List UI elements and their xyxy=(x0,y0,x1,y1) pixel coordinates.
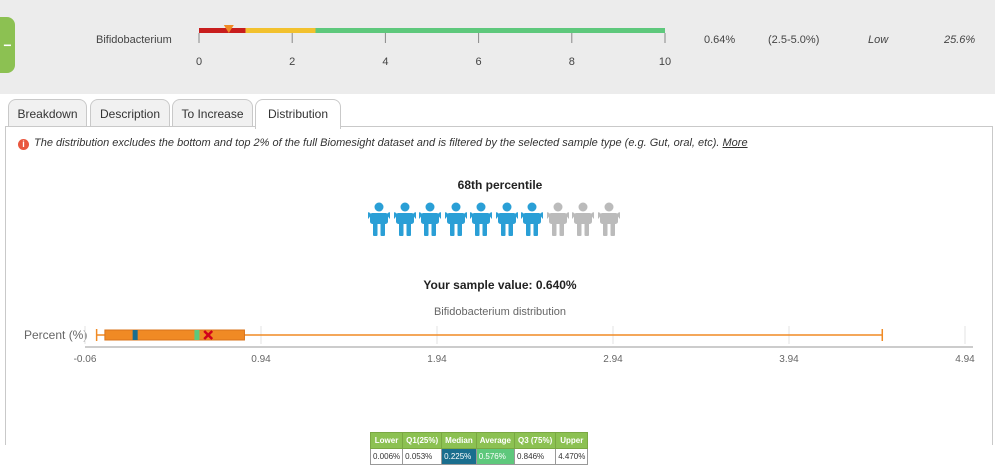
scale-tick-label-5: 10 xyxy=(659,56,671,68)
stats-header-row: Lower Q1(25%) Median Average Q3 (75%) Up… xyxy=(369,432,589,449)
stats-header-upper: Upper xyxy=(555,432,589,449)
stats-value-row: 0.006% 0.053% 0.225% 0.576% 0.846% 4.470… xyxy=(369,448,589,465)
more-link[interactable]: More xyxy=(722,137,748,149)
stats-upper: 4.470% xyxy=(555,448,589,465)
person-icon xyxy=(416,202,444,241)
stats-header-q3: Q3 (75%) xyxy=(513,432,557,449)
x-tick-label-5: 4.94 xyxy=(955,354,975,365)
scale-tick-label-0: 0 xyxy=(196,56,202,68)
stats-table: Lower Q1(25%) Median Average Q3 (75%) Up… xyxy=(369,432,589,465)
scale-tick-label-2: 4 xyxy=(382,56,388,68)
person-icon xyxy=(518,202,546,241)
iqr-box xyxy=(104,329,245,341)
stats-header-average: Average xyxy=(475,432,516,449)
x-tick-label-1: 0.94 xyxy=(251,354,271,365)
x-tick-label-0: -0.06 xyxy=(74,354,97,365)
sample-cross-b xyxy=(203,330,214,340)
sample-value: 0.64% xyxy=(704,34,736,46)
distribution-panel: i The distribution excludes the bottom an… xyxy=(5,126,993,465)
tab-to-increase[interactable]: To Increase xyxy=(172,99,253,127)
stats-q1: 0.053% xyxy=(402,448,443,465)
x-tick-label-3: 2.94 xyxy=(603,354,623,365)
stats-q3: 0.846% xyxy=(513,448,557,465)
info-text: The distribution excludes the bottom and… xyxy=(34,137,720,149)
status-label: Low xyxy=(868,34,889,46)
collapse-toggle-button[interactable]: − xyxy=(0,17,15,73)
x-tick-label-2: 1.94 xyxy=(427,354,447,365)
person-icon xyxy=(467,202,495,241)
info-icon: i xyxy=(18,139,29,150)
person-icon xyxy=(569,202,597,241)
scale-tick-label-4: 8 xyxy=(569,56,575,68)
tab-description[interactable]: Description xyxy=(90,99,170,127)
sample-value-text: Your sample value: 0.640% xyxy=(423,278,577,292)
distribution-boxplot: Percent (%) -0.06 0.94 1.94 2.94 3.94 4.94 xyxy=(24,326,975,365)
percentile-value: 25.6% xyxy=(944,34,976,46)
stats-median: 0.225% xyxy=(441,448,477,465)
scale-segment-1 xyxy=(245,28,316,33)
info-note: i The distribution excludes the bottom an… xyxy=(18,137,748,150)
stats-lower: 0.006% xyxy=(369,448,404,465)
stats-header-lower: Lower xyxy=(369,432,404,449)
abundance-scale: 0 2 4 6 8 10 xyxy=(196,25,671,68)
percentile-title: 68th percentile xyxy=(457,178,543,192)
scale-tick-label-1: 2 xyxy=(289,56,295,68)
tab-distribution[interactable]: Distribution xyxy=(255,99,341,129)
person-icon xyxy=(594,202,623,241)
person-icon xyxy=(543,202,572,241)
top-strip xyxy=(0,0,995,4)
reference-range: (2.5-5.0%) xyxy=(768,34,820,46)
stats-header-median: Median xyxy=(441,432,477,449)
scale-segment-2 xyxy=(315,28,665,33)
scale-tick-label-3: 6 xyxy=(476,56,482,68)
bacteria-row: − Bifidobacterium 0 2 4 6 8 10 0.64% (2.5-5.0… xyxy=(0,4,995,94)
stats-average: 0.576% xyxy=(475,448,516,465)
median-marker xyxy=(132,330,138,340)
tab-breakdown[interactable]: Breakdown xyxy=(8,99,87,127)
stats-header-q1: Q1(25%) xyxy=(402,432,443,449)
tabs-area: Breakdown Description To Increase Distri… xyxy=(5,94,993,465)
bacteria-name: Bifidobacterium xyxy=(96,34,172,46)
average-marker xyxy=(194,330,200,340)
y-axis-label: Percent (%) xyxy=(24,328,87,342)
x-tick-label-4: 3.94 xyxy=(779,354,799,365)
distribution-title: Bifidobacterium distribution xyxy=(433,306,567,318)
scale-segment-0 xyxy=(199,28,246,33)
sample-marker xyxy=(223,25,234,33)
